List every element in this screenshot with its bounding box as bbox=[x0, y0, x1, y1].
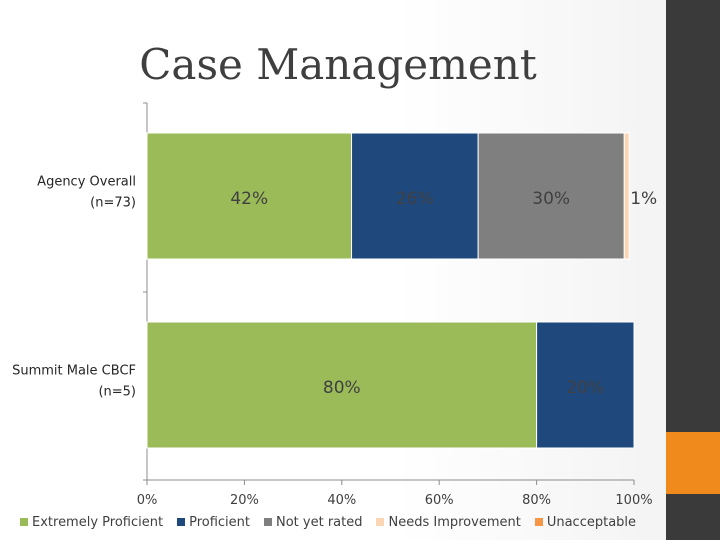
legend-swatch bbox=[376, 518, 385, 526]
legend-label: Not yet rated bbox=[275, 514, 363, 530]
category-label: Agency Overall bbox=[37, 175, 136, 190]
legend-swatch bbox=[534, 518, 543, 526]
bar-segment bbox=[536, 321, 635, 449]
category-label: (n=73) bbox=[90, 196, 136, 211]
x-tick-label: 0% bbox=[137, 493, 158, 508]
legend-item: Extremely Proficient bbox=[20, 515, 163, 530]
bar-segment bbox=[146, 132, 353, 260]
chart-legend: Extremely Proficient Proficient Not yet ra… bbox=[20, 513, 636, 531]
legend-swatch bbox=[177, 518, 186, 526]
legend-label: Unacceptable bbox=[546, 514, 637, 530]
bar-segment bbox=[146, 321, 538, 449]
data-label: 20% bbox=[566, 378, 604, 398]
legend-label: Extremely Proficient bbox=[32, 514, 164, 530]
data-label: 80% bbox=[323, 378, 361, 398]
category-label: (n=5) bbox=[98, 385, 136, 400]
legend-item: Unacceptable bbox=[534, 514, 637, 530]
x-tick-label: 20% bbox=[230, 493, 259, 508]
rail-accent bbox=[666, 432, 720, 494]
legend-label: Needs Improvement bbox=[388, 514, 521, 530]
x-tick-label: 80% bbox=[522, 493, 551, 508]
bar-segment bbox=[623, 132, 630, 260]
x-tick-label: 40% bbox=[327, 493, 356, 508]
chart-area: 0% 20% 40% 60% 80% 100% Agency Overall (n=73) Su… bbox=[12, 102, 657, 508]
legend-label: Proficient bbox=[189, 514, 250, 530]
data-label: 42% bbox=[230, 189, 268, 209]
legend-item: Needs Improvement bbox=[376, 514, 521, 530]
legend-swatch bbox=[263, 518, 272, 526]
x-tick-label: 60% bbox=[425, 493, 454, 508]
data-label: 26% bbox=[396, 189, 434, 209]
legend-item: Not yet rated bbox=[263, 514, 363, 530]
legend-item: Proficient bbox=[177, 515, 250, 530]
data-label: 30% bbox=[532, 189, 570, 209]
chart-title: Case Management bbox=[139, 40, 537, 89]
data-label: 1% bbox=[630, 189, 657, 209]
legend-swatch bbox=[20, 518, 28, 526]
bar-segment bbox=[477, 132, 625, 260]
x-tick-label: 100% bbox=[615, 493, 652, 508]
category-label: Summit Male CBCF bbox=[12, 364, 136, 379]
bar-segment bbox=[351, 132, 479, 260]
